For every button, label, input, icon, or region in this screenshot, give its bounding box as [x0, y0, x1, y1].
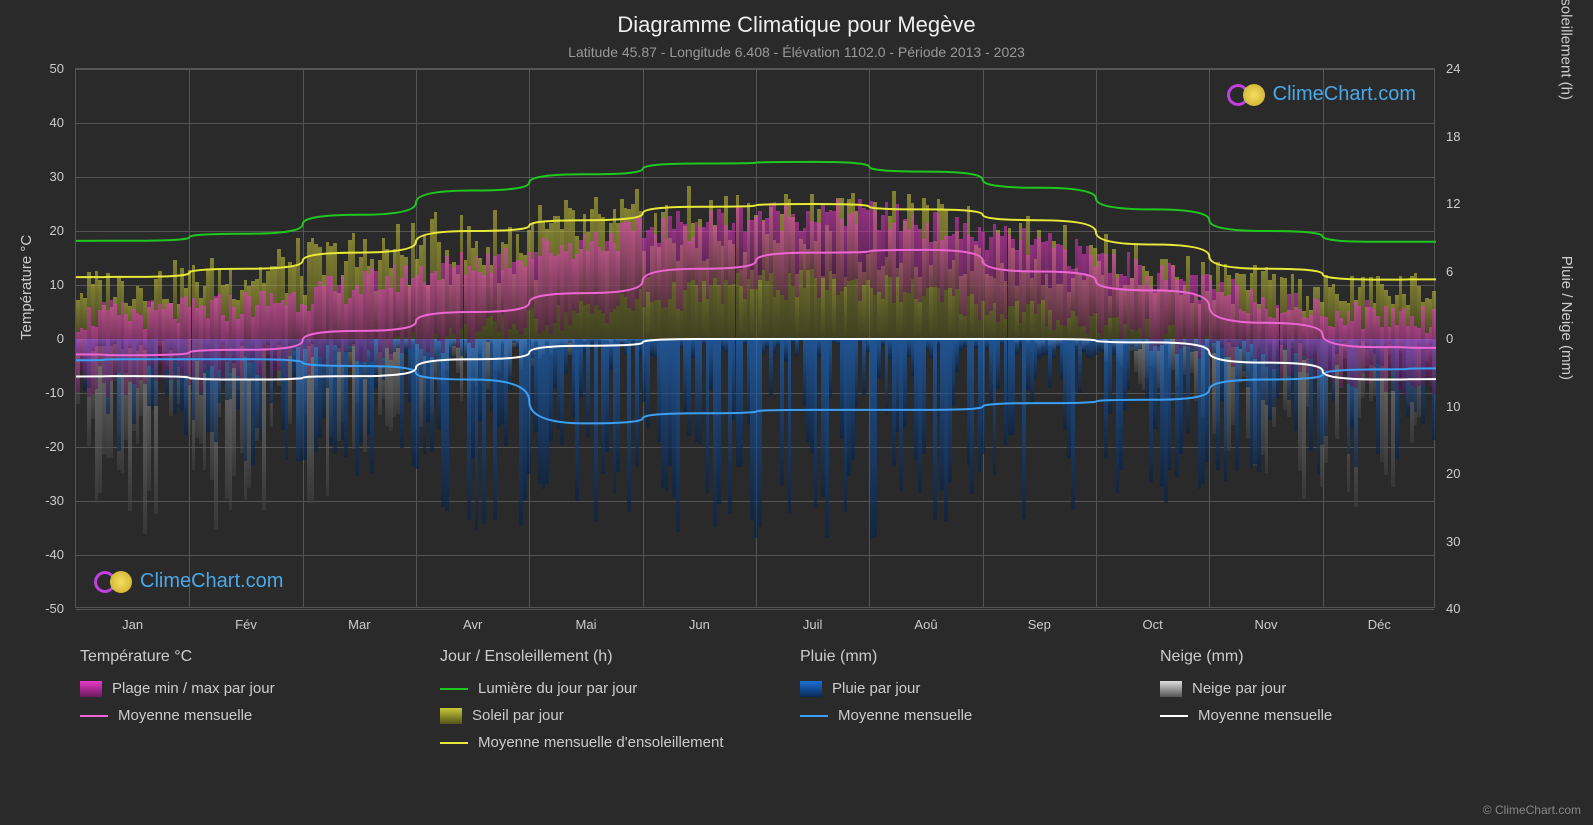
legend-line-swatch [440, 742, 468, 744]
legend-label: Moyenne mensuelle d'ensoleillement [478, 734, 724, 751]
legend-line-swatch [440, 688, 468, 690]
month-label: Mar [348, 617, 370, 632]
legend-swatch [80, 681, 102, 697]
y-right-top-tick: 12 [1446, 196, 1486, 211]
legend-item: Soleil par jour [440, 707, 800, 724]
y-left-tick: -10 [24, 385, 64, 400]
legend-swatch [800, 681, 822, 697]
y-right-bot-tick: 30 [1446, 534, 1486, 549]
month-label: Jun [689, 617, 710, 632]
legend-label: Moyenne mensuelle [1198, 707, 1332, 724]
month-label: Aoû [914, 617, 937, 632]
y-right-bot-tick: 10 [1446, 399, 1486, 414]
y-right-top-tick: 24 [1446, 61, 1486, 76]
legend-label: Soleil par jour [472, 707, 564, 724]
legend-column: Neige (mm) Neige par jour Moyenne mensuell… [1160, 648, 1520, 761]
legend-label: Plage min / max par jour [112, 680, 275, 697]
legend-label: Moyenne mensuelle [118, 707, 252, 724]
y-left-tick: -50 [24, 601, 64, 616]
y-left-tick: 10 [24, 277, 64, 292]
legend-item: Plage min / max par jour [80, 680, 440, 697]
legend-header: Jour / Ensoleillement (h) [440, 648, 800, 666]
month-label: Avr [463, 617, 482, 632]
logo-text: ClimeChart.com [1273, 83, 1416, 106]
legend-header: Température °C [80, 648, 440, 666]
legend-label: Lumière du jour par jour [478, 680, 637, 697]
legend: Température °C Plage min / max par jour Mo… [80, 648, 1520, 761]
legend-header: Pluie (mm) [800, 648, 1160, 666]
y-left-tick: -20 [24, 439, 64, 454]
legend-column: Jour / Ensoleillement (h) Lumière du jour… [440, 648, 800, 761]
legend-line-swatch [80, 715, 108, 717]
legend-line-swatch [800, 715, 828, 717]
y-left-tick: 40 [24, 115, 64, 130]
y-right-top-tick: 6 [1446, 264, 1486, 279]
logo-top-right: ClimeChart.com [1227, 83, 1416, 106]
y-axis-right-top-title: Jour / Ensoleillement (h) [1558, 0, 1575, 100]
legend-item: Moyenne mensuelle [1160, 707, 1520, 724]
chart-subtitle: Latitude 45.87 - Longitude 6.408 - Éléva… [0, 38, 1593, 60]
month-label: Oct [1143, 617, 1163, 632]
legend-label: Moyenne mensuelle [838, 707, 972, 724]
y-left-tick: 30 [24, 169, 64, 184]
copyright: © ClimeChart.com [1483, 803, 1581, 817]
plot-area: -50-40-30-20-1001020304050 0612182410203… [75, 68, 1435, 608]
month-label: Jan [122, 617, 143, 632]
y-right-top-tick: 18 [1446, 129, 1486, 144]
legend-item: Moyenne mensuelle d'ensoleillement [440, 734, 800, 751]
month-label: Déc [1368, 617, 1391, 632]
month-label: Juil [803, 617, 823, 632]
gridline-h [76, 609, 1434, 610]
chart-title: Diagramme Climatique pour Megève [0, 0, 1593, 38]
y-right-bot-tick: 20 [1446, 466, 1486, 481]
y-left-tick: 20 [24, 223, 64, 238]
month-label: Fév [235, 617, 257, 632]
month-label: Sep [1028, 617, 1051, 632]
y-left-tick: 50 [24, 61, 64, 76]
month-label: Nov [1254, 617, 1277, 632]
legend-label: Neige par jour [1192, 680, 1286, 697]
y-right-bot-tick: 40 [1446, 601, 1486, 616]
legend-item: Moyenne mensuelle [80, 707, 440, 724]
legend-swatch [440, 708, 462, 724]
legend-column: Température °C Plage min / max par jour Mo… [80, 648, 440, 761]
y-right-top-tick: 0 [1446, 331, 1486, 346]
legend-item: Lumière du jour par jour [440, 680, 800, 697]
legend-swatch [1160, 681, 1182, 697]
month-label: Mai [576, 617, 597, 632]
logo-bottom-left: ClimeChart.com [94, 570, 283, 593]
legend-item: Pluie par jour [800, 680, 1160, 697]
logo-text: ClimeChart.com [140, 570, 283, 593]
line-series [76, 69, 1434, 607]
y-left-tick: -30 [24, 493, 64, 508]
legend-header: Neige (mm) [1160, 648, 1520, 666]
climate-chart-container: Diagramme Climatique pour Megève Latitud… [0, 0, 1593, 825]
y-axis-right-bot-title: Pluie / Neige (mm) [1558, 256, 1575, 380]
y-left-tick: 0 [24, 331, 64, 346]
legend-label: Pluie par jour [832, 680, 920, 697]
logo-sun-icon [110, 571, 132, 593]
legend-line-swatch [1160, 715, 1188, 717]
legend-column: Pluie (mm) Pluie par jour Moyenne mensuell… [800, 648, 1160, 761]
logo-sun-icon [1243, 84, 1265, 106]
legend-item: Neige par jour [1160, 680, 1520, 697]
legend-item: Moyenne mensuelle [800, 707, 1160, 724]
y-left-tick: -40 [24, 547, 64, 562]
